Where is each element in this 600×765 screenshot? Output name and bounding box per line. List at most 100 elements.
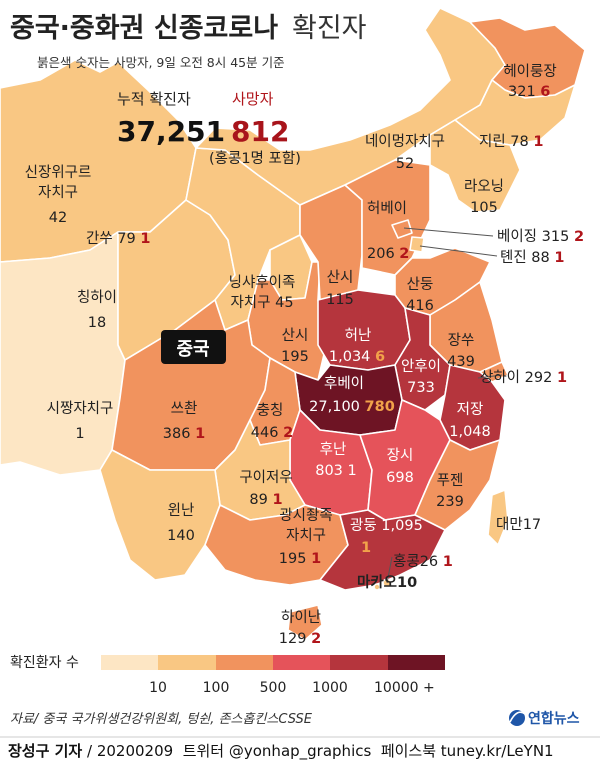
country-badge-bg <box>161 330 226 364</box>
qinghai-name: 칭하이 <box>77 289 117 306</box>
shandong-name: 산둥 <box>407 276 434 293</box>
hunan-cases: 803 <box>315 463 343 479</box>
region-hainan <box>287 604 323 641</box>
sichuan-cases: 386 <box>163 426 191 442</box>
deaths-value: 812 <box>231 115 289 148</box>
qinghai-cases: 18 <box>88 315 106 331</box>
beijing-label: 베이징 315 2 <box>497 228 584 245</box>
tianjin-name: 톈진 <box>500 249 527 266</box>
deaths-label: 사망자 <box>232 90 274 108</box>
hunan-deaths: 1 <box>348 463 357 479</box>
chongqing-name: 충칭 <box>257 402 284 419</box>
beijing-deaths: 2 <box>574 229 584 245</box>
guangdong-name: 광둥 <box>350 517 377 534</box>
hubei-name: 후베이 <box>324 375 364 392</box>
legend-swatch-2 <box>158 655 216 670</box>
beijing-cases: 315 <box>542 229 570 245</box>
header: 중국·중화권 신종코로나 확진자 붉은색 숫자는 사망자, 9일 오전 8시 4… <box>10 13 367 70</box>
guizhou-name: 구이저우 <box>239 469 292 486</box>
totals-block: 누적 확진자 37,251 사망자 812 (홍콩1명 포함) <box>117 90 301 167</box>
hubei-cases: 27,100 <box>309 399 360 415</box>
gansu-deaths: 1 <box>140 231 150 247</box>
region-macau <box>373 583 381 591</box>
hainan-deaths: 2 <box>311 631 321 647</box>
logo-swoosh-icon <box>509 711 526 723</box>
hongkong-name: 홍콩 <box>393 553 420 570</box>
ningxia-name-1: 닝샤후이족 <box>229 274 296 291</box>
liaoning-name: 라오닝 <box>464 178 504 195</box>
legend-tick-10000: 10000 + <box>374 680 435 696</box>
heilongjiang-cases: 321 <box>508 84 536 100</box>
guangdong-label: 광둥 1,095 <box>350 517 423 534</box>
region-liaoning <box>429 119 521 213</box>
xinjiang-name-2: 자치구 <box>38 184 78 201</box>
region-labels: 헤이룽장 321 6 지린 78 1 라오닝 105 네이멍자치구 52 신장위… <box>25 63 584 647</box>
tianjin-leader-line <box>419 245 498 257</box>
hainan-cases: 129 <box>279 631 307 647</box>
jilin-name: 지린 <box>479 133 506 150</box>
cases-value: 37,251 <box>117 115 225 148</box>
shanghai-label: 상하이 292 1 <box>480 369 567 386</box>
ningxia-cases: 45 <box>275 295 293 311</box>
guangxi-cases: 195 <box>279 551 307 567</box>
jilin-deaths: 1 <box>533 134 543 150</box>
taiwan-label: 대만17 <box>496 516 541 533</box>
legend-swatch-4 <box>273 655 330 670</box>
footer-rest: / 20200209 트위터 @yonhap_graphics 페이스북 tun… <box>82 742 553 761</box>
leader-lines <box>386 227 503 584</box>
hebei-name: 허베이 <box>367 200 407 217</box>
ningxia-name-2: 자치구 45 <box>230 294 293 311</box>
legend-title: 확진환자 수 <box>10 655 79 671</box>
shaanxi-cases: 195 <box>281 349 309 365</box>
jiangsu-name: 장쑤 <box>448 332 475 349</box>
inner-mongolia-name: 네이멍자치구 <box>365 133 445 150</box>
guangxi-deaths: 1 <box>311 551 321 567</box>
henan-count: 1,034 6 <box>329 349 385 365</box>
xinjiang-name-1: 신장위구르 <box>25 164 92 181</box>
legend-swatch-5 <box>330 655 388 670</box>
shanghai-name: 상하이 <box>480 369 520 386</box>
zhejiang-cases: 1,048 <box>449 424 491 440</box>
legend-tick-1000: 1000 <box>312 680 348 696</box>
guangdong-deaths: 1 <box>361 540 371 556</box>
tianjin-cases: 88 <box>531 250 549 266</box>
title-main: 중국·중화권 신종코로나 <box>10 13 278 44</box>
tibet-cases: 1 <box>75 426 84 442</box>
subtitle: 붉은색 숫자는 사망자, 9일 오전 8시 45분 기준 <box>37 55 285 70</box>
guangxi-name-2: 자치구 <box>286 527 326 544</box>
jilin-label: 지린 78 1 <box>479 133 543 150</box>
gansu-name: 간쑤 <box>86 230 113 247</box>
hebei-cases: 206 <box>367 246 395 262</box>
beijing-leader-line <box>403 227 494 237</box>
legend-swatch-3 <box>216 655 273 670</box>
guangxi-count: 195 1 <box>279 551 321 567</box>
shanghai-leader-line <box>477 374 503 379</box>
beijing-name: 베이징 <box>497 228 537 245</box>
zhejiang-name: 저장 <box>457 401 484 418</box>
cases-label: 누적 확진자 <box>117 90 191 108</box>
yunnan-name: 윈난 <box>168 502 195 519</box>
hunan-count: 803 1 <box>315 463 357 479</box>
tianjin-label: 톈진 88 1 <box>500 249 564 266</box>
jiangsu-cases: 439 <box>447 354 475 370</box>
shanxi-name: 산시 <box>327 269 354 286</box>
tianjin-deaths: 1 <box>554 250 564 266</box>
henan-name: 허난 <box>345 327 372 344</box>
tibet-name: 시짱자치구 <box>47 400 114 417</box>
macau-label: 마카오10 <box>357 574 417 591</box>
logo-text: 연합뉴스 <box>528 710 580 727</box>
sichuan-deaths: 1 <box>195 426 205 442</box>
logo-globe-icon <box>509 710 525 726</box>
hebei-count: 206 2 <box>367 246 409 262</box>
region-tibet <box>0 231 126 476</box>
shanghai-deaths: 1 <box>557 370 567 386</box>
hubei-count: 27,100 780 <box>309 399 395 415</box>
region-shapes <box>0 7 586 641</box>
heilongjiang-count: 321 6 <box>508 84 550 100</box>
legend-tick-10: 10 <box>149 680 167 696</box>
hubei-deaths: 780 <box>365 399 395 415</box>
inner-mongolia-cases: 52 <box>396 156 414 172</box>
fujian-name: 푸젠 <box>437 472 464 489</box>
